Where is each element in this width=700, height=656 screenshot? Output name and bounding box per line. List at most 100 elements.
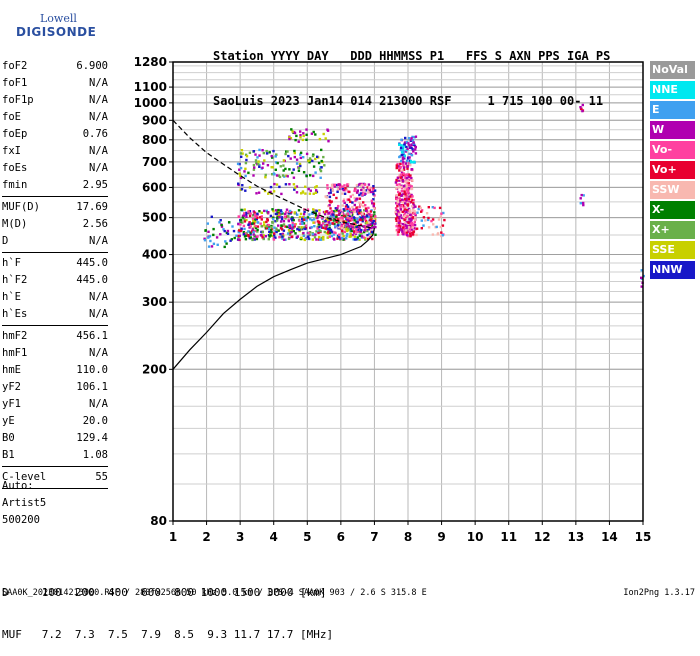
echo-point bbox=[209, 239, 212, 243]
echo-point bbox=[304, 185, 307, 188]
echo-point bbox=[293, 223, 296, 226]
echo-point bbox=[332, 215, 336, 218]
param-row: h`F 445.0 bbox=[2, 255, 108, 272]
echo-point bbox=[398, 169, 401, 172]
echo-point bbox=[275, 174, 279, 177]
echo-point bbox=[310, 218, 314, 222]
echo-point bbox=[348, 209, 351, 213]
echo-point bbox=[400, 144, 403, 147]
echo-point bbox=[240, 218, 243, 222]
echo-point bbox=[425, 212, 429, 215]
echo-point bbox=[245, 215, 248, 218]
echo-points bbox=[203, 103, 645, 288]
echo-point bbox=[242, 233, 245, 236]
echo-point bbox=[285, 150, 288, 153]
param-value: 106.1 bbox=[76, 381, 108, 393]
echo-point bbox=[315, 189, 318, 192]
param-label: foEp bbox=[2, 128, 28, 140]
echo-point bbox=[304, 216, 307, 220]
echo-point bbox=[254, 226, 258, 230]
echo-point bbox=[408, 230, 412, 233]
echo-point bbox=[299, 134, 302, 137]
echo-point bbox=[308, 213, 311, 216]
echo-point bbox=[275, 153, 278, 156]
echo-point bbox=[324, 220, 327, 223]
echo-point bbox=[294, 138, 297, 142]
echo-point bbox=[316, 225, 319, 229]
echo-point bbox=[311, 154, 315, 158]
echo-point bbox=[237, 238, 240, 241]
echo-point bbox=[319, 168, 322, 171]
echo-point bbox=[243, 212, 246, 215]
echo-point bbox=[405, 184, 408, 187]
echo-point bbox=[398, 225, 402, 228]
echo-point bbox=[267, 234, 271, 237]
echo-point bbox=[287, 154, 290, 158]
echo-point bbox=[265, 220, 268, 224]
echo-point bbox=[239, 176, 243, 180]
echo-point bbox=[328, 226, 331, 229]
echo-point bbox=[348, 235, 351, 238]
echo-point bbox=[410, 176, 413, 180]
echo-point bbox=[302, 218, 306, 221]
echo-point bbox=[409, 209, 412, 212]
echo-point bbox=[411, 148, 414, 151]
echo-point bbox=[328, 199, 331, 202]
echo-point bbox=[264, 235, 267, 238]
echo-point bbox=[325, 231, 328, 235]
echo-point bbox=[269, 190, 272, 194]
echo-point bbox=[341, 204, 344, 207]
echo-point bbox=[354, 223, 357, 226]
echo-point bbox=[245, 218, 248, 222]
echo-point bbox=[293, 188, 296, 191]
echo-point bbox=[243, 220, 247, 223]
echo-point bbox=[407, 198, 410, 201]
param-row: foF2 6.900 bbox=[2, 58, 108, 75]
echo-point bbox=[368, 213, 371, 216]
echo-point bbox=[371, 188, 375, 192]
echo-point bbox=[329, 200, 332, 204]
echo-point bbox=[409, 197, 412, 201]
echo-point bbox=[398, 223, 401, 227]
echo-point bbox=[407, 187, 411, 190]
echo-point bbox=[396, 216, 399, 219]
echo-point bbox=[400, 204, 403, 208]
echo-point bbox=[290, 217, 293, 221]
echo-point bbox=[257, 191, 261, 194]
echo-point bbox=[344, 189, 347, 192]
echo-point bbox=[401, 210, 404, 214]
echo-point bbox=[411, 161, 414, 164]
echo-point bbox=[404, 174, 407, 178]
echo-point bbox=[353, 222, 356, 225]
echo-point bbox=[279, 235, 283, 239]
echo-point bbox=[397, 230, 400, 233]
legend-entry: W bbox=[650, 121, 695, 139]
echo-point bbox=[399, 173, 403, 176]
echo-point bbox=[399, 162, 402, 166]
echo-point bbox=[305, 138, 308, 141]
echo-point bbox=[304, 218, 307, 221]
echo-point bbox=[297, 140, 300, 143]
echo-point bbox=[342, 208, 345, 211]
echo-point bbox=[286, 232, 290, 235]
echo-point bbox=[235, 234, 238, 237]
echo-point bbox=[400, 151, 404, 154]
echo-point bbox=[314, 214, 318, 217]
echo-point bbox=[203, 239, 207, 242]
virtual-height-trace bbox=[172, 119, 375, 230]
echo-point bbox=[368, 186, 371, 189]
echo-point bbox=[403, 212, 407, 215]
echo-point bbox=[289, 209, 292, 213]
echo-point bbox=[237, 230, 240, 234]
echo-point bbox=[251, 222, 254, 225]
param-label: B1 bbox=[2, 449, 15, 461]
echo-point bbox=[314, 233, 317, 236]
echo-point bbox=[337, 204, 340, 208]
echo-point bbox=[369, 222, 372, 226]
echo-point bbox=[404, 136, 407, 140]
echo-point bbox=[372, 193, 375, 196]
echo-point bbox=[299, 228, 303, 231]
echo-point bbox=[346, 227, 350, 230]
echo-point bbox=[366, 229, 369, 233]
dtable-muf: MUF 7.2 7.3 7.5 7.9 8.5 9.3 11.7 17.7 [M… bbox=[2, 628, 334, 641]
